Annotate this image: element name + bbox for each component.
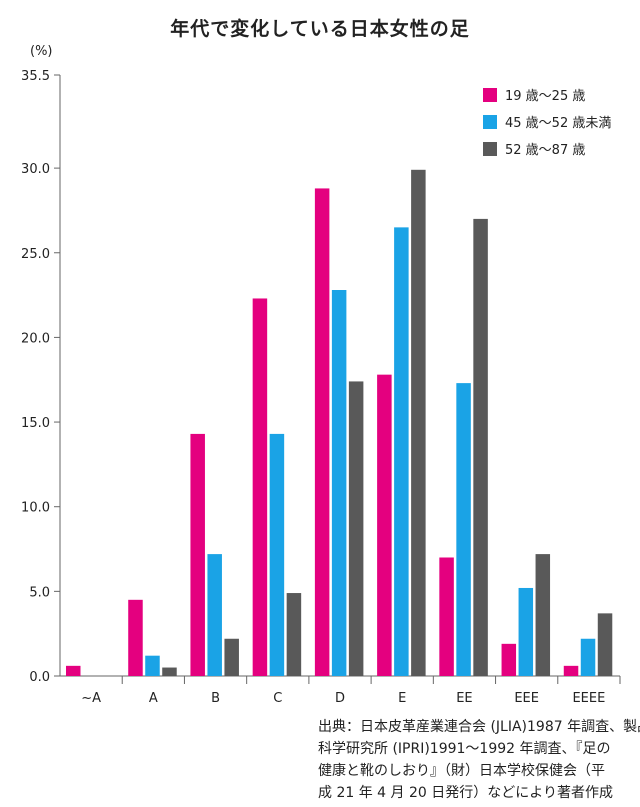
bar-1-~A bbox=[66, 665, 81, 676]
bar-1-E bbox=[377, 374, 392, 676]
legend-swatch-2 bbox=[483, 115, 497, 129]
bar-3-EE bbox=[473, 218, 488, 676]
bar-3-EEE bbox=[535, 554, 551, 676]
source-line-1: 出典：日本皮革産業連合会 (JLIA)1987 年調査、製品 bbox=[318, 719, 640, 735]
x-tick-label: C bbox=[273, 691, 282, 706]
x-tick-label: EEE bbox=[514, 691, 539, 706]
source-line-2: 科学研究所 (IPRI)1991～1992 年調査、『足の bbox=[318, 741, 611, 757]
source-line-4: 成 21 年 4 月 20 日発行）などにより著者作成 bbox=[318, 785, 613, 801]
bar-3-E bbox=[411, 169, 426, 676]
bar-2-EEEE bbox=[580, 638, 596, 676]
legend-label-2: 45 歳～52 歳未満 bbox=[505, 116, 611, 131]
bar-1-D bbox=[314, 188, 330, 676]
bar-2-B bbox=[207, 554, 222, 676]
bar-3-A bbox=[162, 667, 177, 676]
bar-3-C bbox=[286, 593, 302, 676]
y-tick-label: 20.0 bbox=[21, 331, 50, 346]
legend-swatch-3 bbox=[483, 142, 497, 156]
x-tick-label: B bbox=[211, 691, 220, 706]
y-axis-unit-label: (%) bbox=[30, 44, 53, 59]
source-note: 出典：日本皮革産業連合会 (JLIA)1987 年調査、製品 科学研究所 (IP… bbox=[318, 716, 640, 804]
bar-2-D bbox=[331, 290, 347, 676]
x-tick-label: A bbox=[149, 691, 158, 706]
bar-3-D bbox=[348, 381, 364, 676]
bar-3-B bbox=[224, 638, 239, 676]
x-tick-label: EEEE bbox=[572, 691, 605, 706]
bar-3-EEEE bbox=[597, 613, 613, 676]
y-tick-label: 35.5 bbox=[21, 69, 50, 84]
x-tick-label: EE bbox=[456, 691, 472, 706]
source-line-3: 健康と靴のしおり』（財）日本学校保健会（平 bbox=[318, 763, 605, 779]
y-tick-label: 30.0 bbox=[21, 162, 50, 177]
bar-1-EEE bbox=[501, 643, 517, 676]
bar-2-E bbox=[394, 227, 409, 676]
bar-2-EE bbox=[456, 383, 471, 676]
bar-1-C bbox=[252, 298, 268, 676]
legend-swatch-1 bbox=[483, 88, 497, 102]
bar-2-C bbox=[269, 433, 285, 676]
y-tick-label: 5.0 bbox=[29, 585, 50, 600]
y-tick-label: 10.0 bbox=[21, 501, 50, 516]
bar-2-A bbox=[145, 655, 160, 676]
bar-1-EEEE bbox=[563, 665, 579, 676]
x-tick-label: ~A bbox=[81, 691, 101, 706]
chart-title: 年代で変化している日本女性の足 bbox=[170, 18, 470, 40]
y-tick-label: 0.0 bbox=[29, 670, 50, 685]
bar-1-EE bbox=[439, 557, 454, 676]
bar-1-A bbox=[128, 599, 143, 676]
bar-1-B bbox=[190, 433, 205, 676]
y-tick-label: 25.0 bbox=[21, 247, 50, 262]
legend-label-3: 52 歳～87 歳 bbox=[505, 143, 585, 158]
x-tick-label: D bbox=[335, 691, 345, 706]
legend-label-1: 19 歳～25 歳 bbox=[505, 89, 585, 104]
bar-2-EEE bbox=[518, 587, 534, 676]
y-tick-label: 15.0 bbox=[21, 416, 50, 431]
x-tick-label: E bbox=[398, 691, 406, 706]
